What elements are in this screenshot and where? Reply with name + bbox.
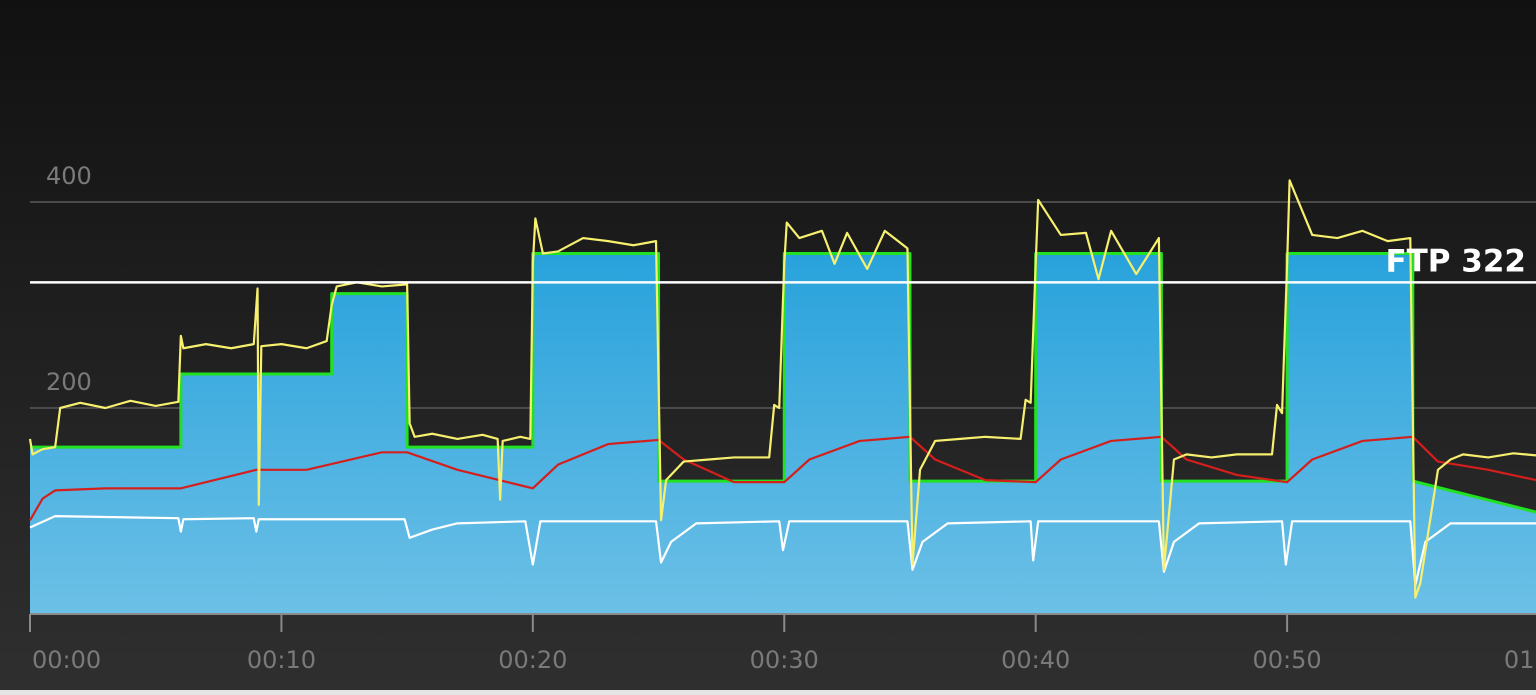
series-line	[29, 515, 1536, 587]
ftp-label: FTP 322	[1385, 244, 1526, 280]
x-tick-label: 01:00	[1504, 646, 1536, 674]
bottom-strip	[0, 690, 1536, 695]
x-tick-label: 00:40	[1001, 646, 1070, 674]
y-tick-label: 200	[46, 368, 92, 396]
series-line	[29, 435, 1536, 521]
y-tick-label: 400	[46, 162, 92, 190]
x-tick-label: 00:30	[750, 646, 819, 674]
x-tick-label: 00:00	[32, 646, 101, 674]
x-tick-label: 00:20	[498, 646, 567, 674]
series-line	[28, 179, 1536, 599]
x-tick-label: 00:10	[247, 646, 316, 674]
x-tick-label: 00:50	[1253, 646, 1322, 674]
